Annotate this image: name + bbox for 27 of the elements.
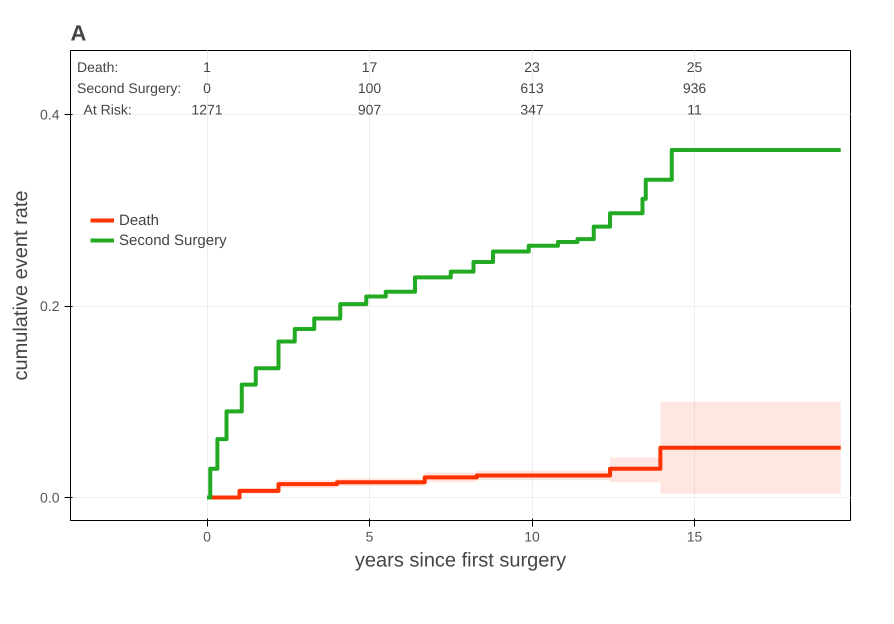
annotation: 347 xyxy=(520,101,544,118)
annotation: 17 xyxy=(362,58,378,75)
x-tick-label: 15 xyxy=(686,528,702,544)
annotation: 1 xyxy=(203,58,212,75)
y-tick-label: 0.0 xyxy=(40,490,60,506)
legend-label: Death xyxy=(119,212,160,228)
annotation: 613 xyxy=(520,80,544,96)
legend-label: Second Surgery xyxy=(119,232,227,248)
chart-title: A xyxy=(70,20,86,46)
x-axis-title: years since first surgery xyxy=(354,550,566,572)
annotation: 11 xyxy=(687,101,702,118)
x-tick-label: 10 xyxy=(524,528,540,544)
annotation: 0 xyxy=(203,80,212,96)
annotation: Second Surgery: xyxy=(77,80,182,96)
annotation: 907 xyxy=(358,101,382,118)
annotation: Death: xyxy=(77,58,118,75)
y-axis-title: cumulative event rate xyxy=(10,190,32,381)
y-tick-label: 0.2 xyxy=(40,298,60,314)
annotation: 23 xyxy=(524,58,540,75)
x-tick-label: 5 xyxy=(366,528,374,544)
annotation: 1271 xyxy=(191,101,223,118)
annotation: At Risk: xyxy=(84,101,132,118)
annotation: 100 xyxy=(358,80,382,96)
annotation: 25 xyxy=(686,58,702,75)
y-tick-label: 0.4 xyxy=(40,106,60,123)
annotation: 936 xyxy=(682,80,706,96)
x-tick-label: 0 xyxy=(203,528,212,544)
